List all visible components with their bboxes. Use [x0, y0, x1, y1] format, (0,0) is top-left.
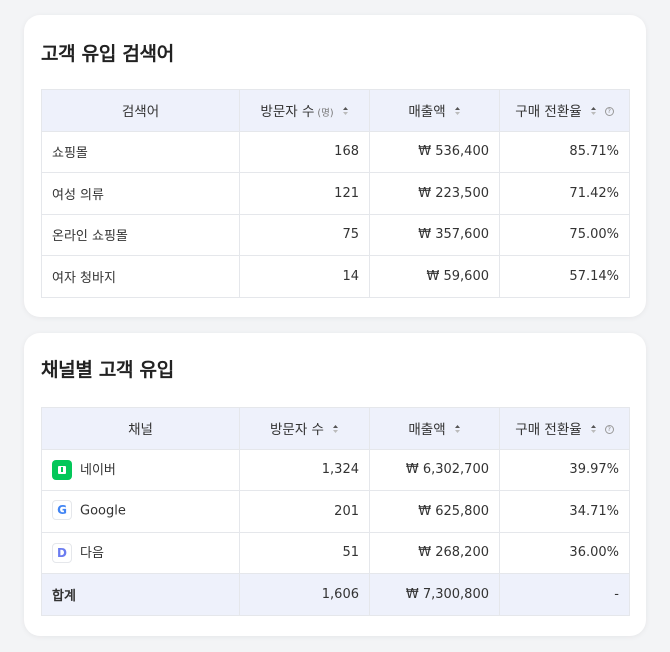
visitors-cell: 1,324 [239, 449, 370, 491]
table-row: D 다음 51 ₩ 268,200 36.00% [41, 532, 630, 574]
conversion-cell: 57.14% [499, 255, 630, 298]
revenue-cell: ₩ 357,600 [369, 214, 500, 256]
search-keywords-table: 검색어 방문자 수 (명) 매출액 구매 전환율? 쇼핑몰 168 ₩ 536,4… [41, 89, 630, 298]
table-row: 온라인 쇼핑몰 75 ₩ 357,600 75.00% [41, 214, 630, 256]
channel-cell: G Google [41, 490, 240, 533]
table-row: 쇼핑몰 168 ₩ 536,400 85.71% [41, 131, 630, 173]
total-conversion-cell: - [499, 573, 630, 616]
table-header-row: 검색어 방문자 수 (명) 매출액 구매 전환율? [41, 89, 630, 132]
visitors-cell: 121 [239, 172, 370, 215]
channel-column-header: 채널 [41, 407, 240, 450]
conversion-cell: 34.71% [499, 490, 630, 533]
keyword-cell: 쇼핑몰 [41, 131, 240, 173]
revenue-cell: ₩ 625,800 [369, 490, 500, 533]
sort-icon[interactable] [454, 424, 461, 434]
search-keywords-title: 고객 유입 검색어 [41, 43, 174, 65]
revenue-cell: ₩ 6,302,700 [369, 449, 500, 491]
sort-icon[interactable] [590, 424, 597, 434]
table-row: G Google 201 ₩ 625,800 34.71% [41, 490, 630, 533]
channel-cell: 네이버 [41, 449, 240, 491]
conversion-cell: 75.00% [499, 214, 630, 256]
conversion-cell: 71.42% [499, 172, 630, 215]
naver-logo-icon [52, 459, 72, 480]
sort-icon[interactable] [454, 106, 461, 116]
sort-icon[interactable] [342, 106, 349, 116]
keyword-cell: 여성 의류 [41, 172, 240, 215]
total-visitors-cell: 1,606 [239, 573, 370, 616]
visitors-cell: 168 [239, 131, 370, 173]
search-keywords-card: 고객 유입 검색어 검색어 방문자 수 (명) 매출액 구매 전환율? 쇼핑몰 1… [24, 15, 646, 317]
conversion-column-header[interactable]: 구매 전환율? [499, 89, 630, 132]
total-revenue-cell: ₩ 7,300,800 [369, 573, 500, 616]
visitors-cell: 201 [239, 490, 370, 533]
channel-inflow-table: 채널 방문자 수 매출액 구매 전환율? 네이버 1,324 ₩ 6,302,7… [41, 407, 630, 616]
visitors-column-header[interactable]: 방문자 수 [239, 407, 370, 450]
visitors-cell: 75 [239, 214, 370, 256]
daum-logo-icon: D [52, 542, 72, 563]
revenue-cell: ₩ 268,200 [369, 532, 500, 574]
channel-inflow-card: 채널별 고객 유입 채널 방문자 수 매출액 구매 전환율? 네이버 1,324… [24, 333, 646, 636]
revenue-cell: ₩ 536,400 [369, 131, 500, 173]
visitors-unit-label: (명) [317, 108, 334, 120]
total-row: 합계 1,606 ₩ 7,300,800 - [41, 573, 630, 616]
revenue-column-header[interactable]: 매출액 [369, 89, 500, 132]
table-header-row: 채널 방문자 수 매출액 구매 전환율? [41, 407, 630, 450]
sort-icon[interactable] [332, 424, 339, 434]
visitors-column-header[interactable]: 방문자 수 (명) [239, 89, 370, 132]
keyword-cell: 온라인 쇼핑몰 [41, 214, 240, 256]
google-logo-icon: G [52, 500, 72, 521]
channel-inflow-title: 채널별 고객 유입 [41, 359, 174, 381]
sort-icon[interactable] [590, 106, 597, 116]
conversion-cell: 85.71% [499, 131, 630, 173]
revenue-cell: ₩ 59,600 [369, 255, 500, 298]
table-row: 네이버 1,324 ₩ 6,302,700 39.97% [41, 449, 630, 491]
visitors-cell: 14 [239, 255, 370, 298]
keyword-column-header: 검색어 [41, 89, 240, 132]
help-circle-icon[interactable]: ? [604, 424, 614, 434]
table-row: 여자 청바지 14 ₩ 59,600 57.14% [41, 255, 630, 298]
conversion-cell: 39.97% [499, 449, 630, 491]
conversion-column-header[interactable]: 구매 전환율? [499, 407, 630, 450]
help-circle-icon[interactable]: ? [604, 106, 614, 116]
conversion-cell: 36.00% [499, 532, 630, 574]
visitors-cell: 51 [239, 532, 370, 574]
channel-cell: D 다음 [41, 532, 240, 574]
total-label: 합계 [41, 573, 240, 616]
revenue-cell: ₩ 223,500 [369, 172, 500, 215]
keyword-cell: 여자 청바지 [41, 255, 240, 298]
table-row: 여성 의류 121 ₩ 223,500 71.42% [41, 172, 630, 215]
revenue-column-header[interactable]: 매출액 [369, 407, 500, 450]
